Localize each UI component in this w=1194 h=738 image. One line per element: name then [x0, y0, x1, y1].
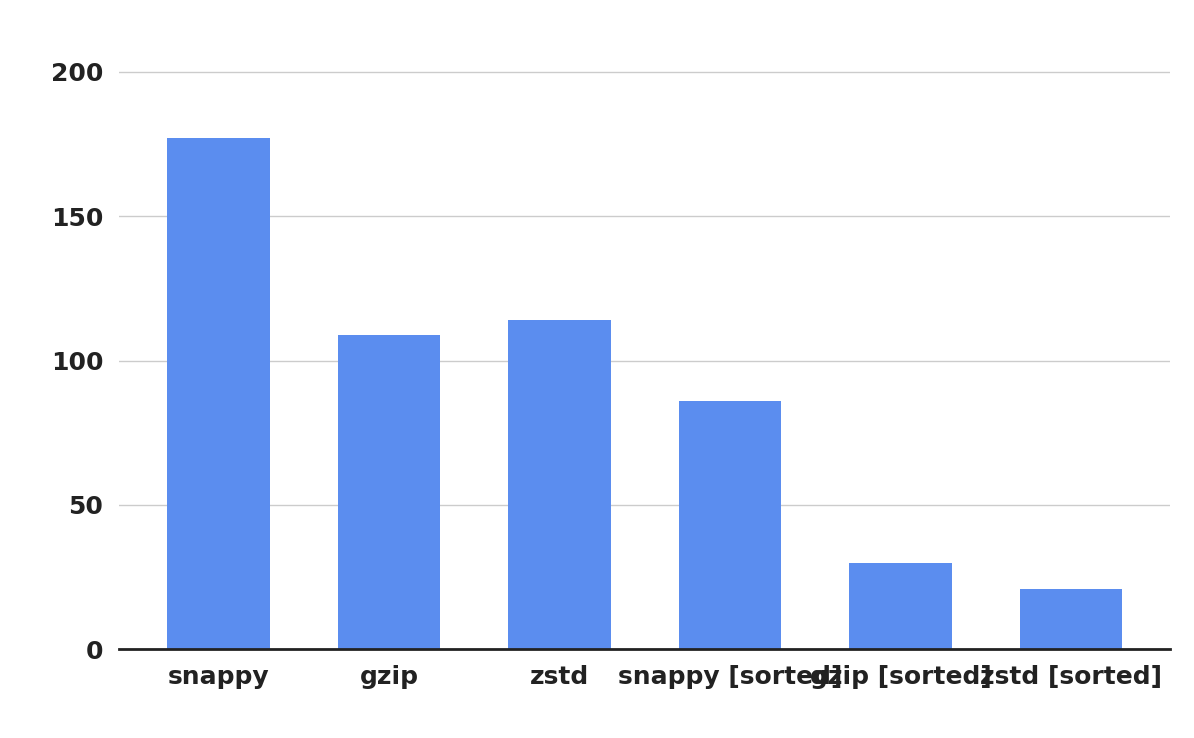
- Bar: [167, 138, 270, 649]
- Bar: [338, 334, 441, 649]
- Bar: [1020, 589, 1122, 649]
- Bar: [679, 401, 781, 649]
- Bar: [849, 563, 952, 649]
- Bar: [509, 320, 610, 649]
